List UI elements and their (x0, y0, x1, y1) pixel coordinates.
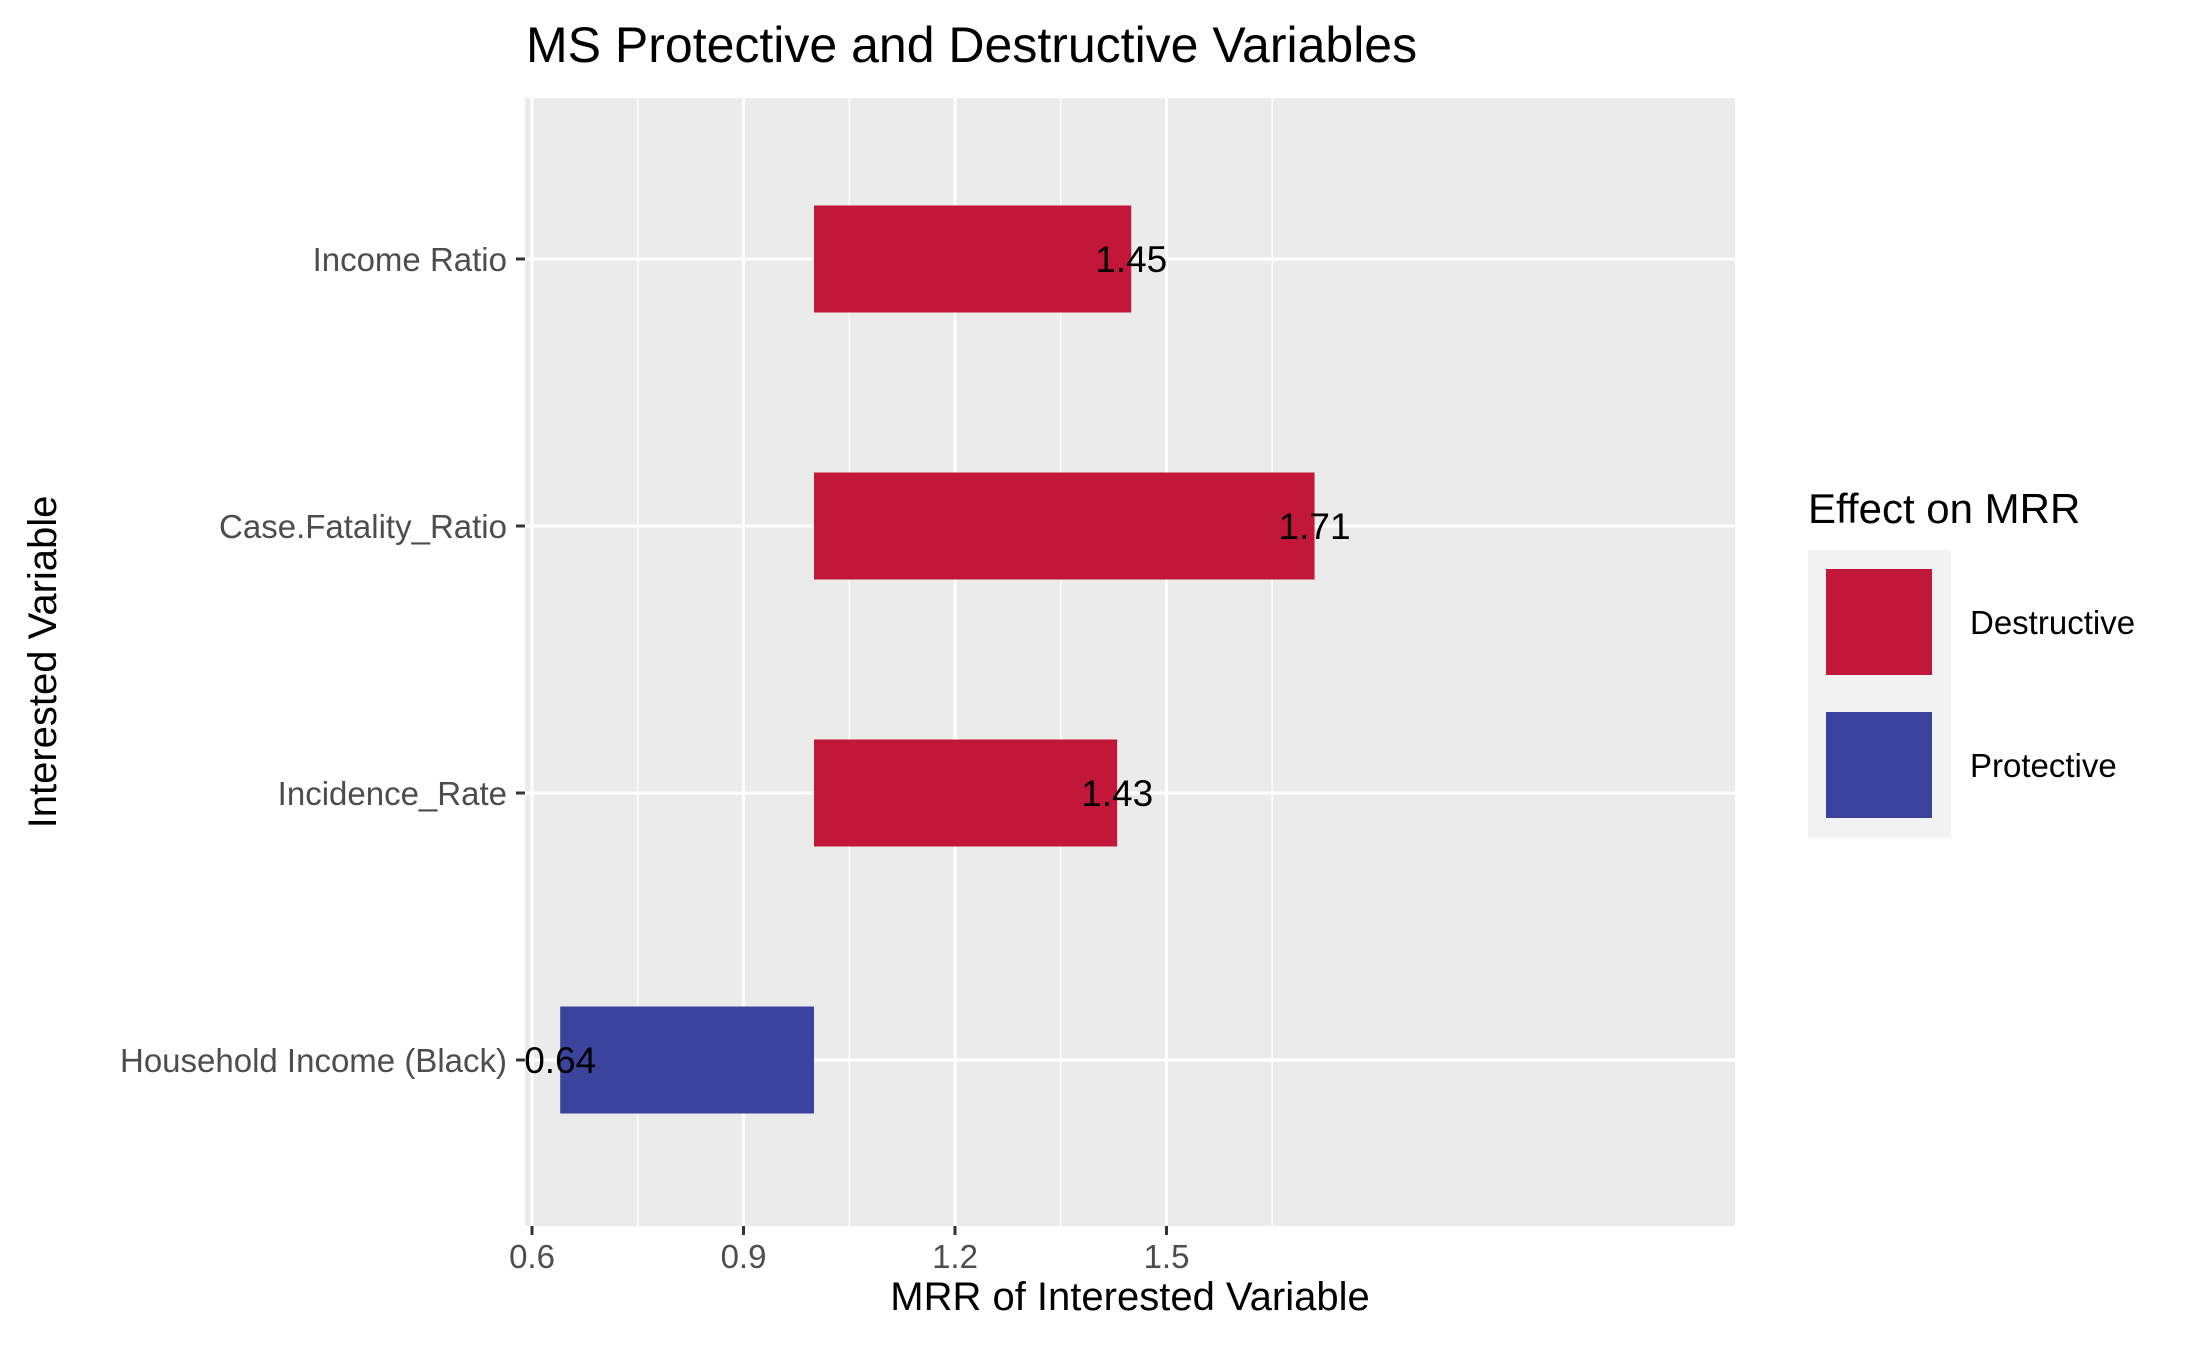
y-tick-label: Case.Fatality_Ratio (219, 508, 507, 545)
y-tick-label: Household Income (Black) (120, 1042, 507, 1079)
x-axis: 0.6 0.9 1.2 1.5 (509, 1226, 1189, 1275)
y-tick-label: Incidence_Rate (278, 775, 507, 812)
legend-label: Protective (1970, 747, 2117, 784)
data-label: 0.64 (524, 1040, 596, 1081)
y-axis: Income Ratio Case.Fatality_Ratio Incidence… (120, 241, 525, 1079)
data-labels: 1.45 1.71 1.43 0.64 (524, 239, 1350, 1081)
legend-label: Destructive (1970, 604, 2135, 641)
data-label: 1.71 (1279, 506, 1351, 547)
y-tick-label: Income Ratio (313, 241, 507, 278)
data-label: 1.43 (1081, 773, 1153, 814)
bar (814, 205, 1132, 313)
y-axis-title: Interested Variable (21, 496, 65, 829)
x-tick-label: 1.5 (1144, 1238, 1190, 1275)
legend-swatch (1826, 712, 1932, 818)
x-axis-title: MRR of Interested Variable (890, 1275, 1369, 1319)
bar (814, 739, 1118, 847)
bars (560, 205, 1315, 1114)
x-tick-label: 1.2 (932, 1238, 978, 1275)
legend-swatch (1826, 569, 1932, 675)
x-tick-label: 0.6 (509, 1238, 555, 1275)
chart-title: MS Protective and Destructive Variables (526, 17, 1417, 73)
data-label: 1.45 (1095, 239, 1167, 280)
legend-title: Effect on MRR (1808, 485, 2080, 532)
legend: Effect on MRR Destructive Protective (1808, 485, 2135, 838)
bar (814, 472, 1315, 580)
x-tick-label: 0.9 (721, 1238, 767, 1275)
bar (560, 1006, 814, 1114)
